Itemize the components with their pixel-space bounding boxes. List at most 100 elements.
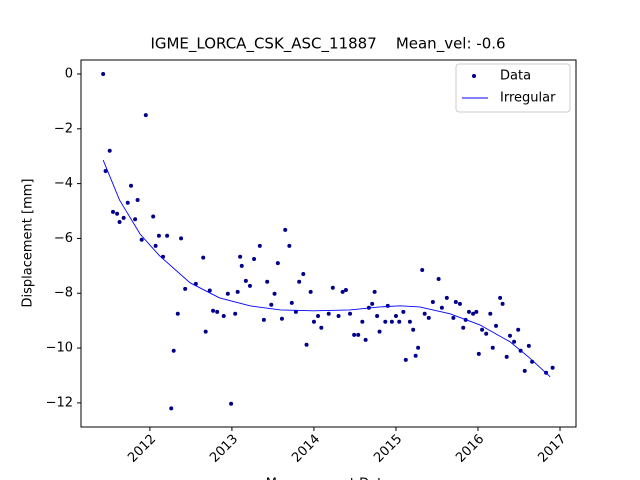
data-point [377,329,382,334]
legend-marker [472,74,476,78]
y-tick-label: −8 [54,286,73,301]
data-point [179,236,184,241]
chart-title: IGME_LORCA_CSK_ASC_11887 Mean_vel: -0.6 [150,35,505,54]
data-point [287,243,292,248]
data-point [233,311,238,316]
data-point [304,342,309,347]
data-point [252,256,257,261]
data-point [235,289,240,294]
data-point [207,288,212,293]
data-point [490,345,495,350]
data-point [135,198,140,203]
data-point [103,169,108,174]
data-point [550,365,555,370]
data-point [275,261,280,266]
data-point [516,327,521,332]
data-point [229,401,234,406]
data-point [512,339,517,344]
data-point [348,311,353,316]
legend-box [455,63,571,113]
data-point [308,289,313,294]
data-point [526,343,531,348]
fit-line [102,159,551,378]
data-point [330,285,335,290]
data-point [143,113,148,118]
data-point [293,309,298,314]
data-point [117,219,122,224]
data-point [215,309,220,314]
data-point [375,313,380,318]
data-point [436,276,441,281]
data-point [407,319,412,324]
data-point [239,263,244,268]
data-point [311,319,316,324]
legend-label: Data [500,69,531,84]
data-point [165,233,170,238]
data-point [370,301,375,306]
data-point [269,302,274,307]
data-point [416,345,421,350]
data-point [301,272,306,277]
data-point [316,313,321,318]
data-point [265,279,270,284]
data-point [129,183,134,188]
data-point [247,283,252,288]
data-point [257,243,262,248]
y-axis-label: Displacement [mm] [21,179,36,308]
data-point [101,71,106,76]
data-point [363,337,368,342]
data-point [397,319,402,324]
data-point [430,300,435,305]
data-point [474,309,479,314]
data-point [471,311,476,316]
data-point [169,406,174,411]
y-tick-label: −12 [46,395,73,410]
data-point [289,300,294,305]
data-point [401,309,406,314]
data-point [272,291,277,296]
data-point [500,301,505,306]
data-point [279,316,284,321]
data-point [201,255,206,260]
data-point [171,348,176,353]
data-point [403,357,408,362]
data-point [393,313,398,318]
data-point [426,315,431,320]
data-point [385,303,390,308]
data-point [461,325,466,330]
data-point [261,317,266,322]
data-point [326,311,331,316]
y-tick-label: −2 [54,121,73,136]
data-point [422,311,427,316]
data-point [476,351,481,356]
data-point [225,291,230,296]
data-point [494,323,499,328]
data-point [283,227,288,232]
y-tick-label: −4 [54,176,73,191]
data-point [484,331,489,336]
x-axis-label: Measurement Date [266,477,390,480]
data-point [133,217,138,222]
data-point [175,311,180,316]
data-point [352,332,357,337]
data-point [444,295,449,300]
data-point [360,319,365,324]
data-point [420,267,425,272]
data-point [411,327,416,332]
data-point [439,305,444,310]
data-point [183,286,188,291]
data-point [153,243,158,248]
data-point [336,313,341,318]
data-point [203,329,208,334]
legend-label: Irregular [500,91,556,106]
data-point [522,368,527,373]
y-tick-label: 0 [65,66,73,81]
legend: Data Irregular [455,63,571,113]
data-point [389,319,394,324]
data-point [504,354,509,359]
data-point [343,287,348,292]
data-point [115,211,120,216]
data-point [413,353,418,358]
data-point [221,313,226,318]
